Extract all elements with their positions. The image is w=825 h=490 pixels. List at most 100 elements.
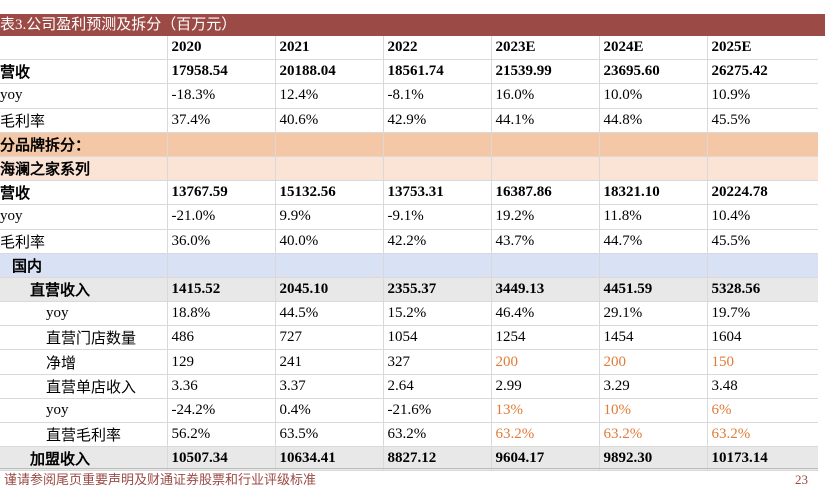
row-label: 海澜之家系列 xyxy=(0,156,167,182)
table-cell: 42.2% xyxy=(382,229,491,254)
table-cell: 63.2% xyxy=(706,422,818,448)
row-label: 营收 xyxy=(0,59,167,85)
table-cell: 10.9% xyxy=(706,83,818,109)
table-cell: 327 xyxy=(382,349,491,375)
table-row: 国内 xyxy=(0,253,818,278)
table-cell: 56.2% xyxy=(166,422,275,448)
year-header: 2023E xyxy=(490,36,599,61)
table-cell: 9604.17 xyxy=(490,446,599,472)
table-cell xyxy=(382,132,491,157)
table-cell: 9892.30 xyxy=(598,446,707,472)
table-cell xyxy=(490,132,599,157)
table-cell: 19.7% xyxy=(706,301,818,327)
table-cell: 17958.54 xyxy=(166,59,275,85)
table-cell: 44.5% xyxy=(274,301,383,327)
year-header: 2020 xyxy=(166,36,275,61)
table-cell: 1415.52 xyxy=(166,277,275,303)
table-row: 分品牌拆分： xyxy=(0,132,818,157)
forecast-table: 2020 2021 2022 2023E 2024E 2025E 营收 17958… xyxy=(0,36,818,472)
table-row: 直营毛利率 56.2% 63.5% 63.2% 63.2% 63.2% 63.2% xyxy=(0,422,818,448)
table-cell: 19.2% xyxy=(490,204,599,230)
row-label: yoy xyxy=(0,398,167,424)
table-row: 直营单店收入 3.36 3.37 2.64 2.99 3.29 3.48 xyxy=(0,374,818,399)
table-cell: 3449.13 xyxy=(490,277,599,303)
table-cell: 9.9% xyxy=(274,204,383,230)
table-cell: 10% xyxy=(598,398,707,424)
row-label: 直营单店收入 xyxy=(0,374,167,399)
row-label: yoy xyxy=(0,204,167,230)
table-cell: 20224.78 xyxy=(706,180,818,206)
footer-disclaimer: 谨请参阅尾页重要声明及财通证券股票和行业评级标准 xyxy=(4,472,317,487)
cropped-heading-fragment xyxy=(250,0,410,4)
table-cell xyxy=(274,156,383,182)
table-cell xyxy=(598,156,707,182)
table-cell: 486 xyxy=(166,325,275,351)
table-cell xyxy=(166,253,275,278)
table-cell: 44.8% xyxy=(598,108,707,133)
row-label: 营收 xyxy=(0,180,167,206)
table-row: 净增 129 241 327 200 200 150 xyxy=(0,349,818,375)
table-cell: 3.37 xyxy=(274,374,383,399)
table-row: 直营门店数量 486 727 1054 1254 1454 1604 xyxy=(0,325,818,351)
table-cell: 2045.10 xyxy=(274,277,383,303)
table-cell: 44.1% xyxy=(490,108,599,133)
table-cell: 29.1% xyxy=(598,301,707,327)
table-row: yoy -18.3% 12.4% -8.1% 16.0% 10.0% 10.9% xyxy=(0,83,818,109)
table-cell: 2.99 xyxy=(490,374,599,399)
table-cell: 13% xyxy=(490,398,599,424)
table-cell: 45.5% xyxy=(706,229,818,254)
table-cell: -24.2% xyxy=(166,398,275,424)
row-label: 毛利率 xyxy=(0,229,167,254)
table-cell: 1254 xyxy=(490,325,599,351)
table-cell: 18321.10 xyxy=(598,180,707,206)
year-header: 2022 xyxy=(382,36,491,61)
table-cell: 21539.99 xyxy=(490,59,599,85)
table-cell xyxy=(490,156,599,182)
row-label: 直营门店数量 xyxy=(0,325,167,351)
row-label: 分品牌拆分： xyxy=(0,132,167,157)
table-cell: 1454 xyxy=(598,325,707,351)
table-row: yoy -21.0% 9.9% -9.1% 19.2% 11.8% 10.4% xyxy=(0,204,818,230)
table-cell: 37.4% xyxy=(166,108,275,133)
table-cell: 63.5% xyxy=(274,422,383,448)
row-label: 直营毛利率 xyxy=(0,422,167,448)
table-row: 加盟收入 10507.34 10634.41 8827.12 9604.17 9892.3… xyxy=(0,446,818,472)
table-cell: 63.2% xyxy=(490,422,599,448)
table-cell: 26275.42 xyxy=(706,59,818,85)
table-cell: -21.6% xyxy=(382,398,491,424)
table-row: 毛利率 37.4% 40.6% 42.9% 44.1% 44.8% 45.5% xyxy=(0,108,818,133)
table-cell xyxy=(598,132,707,157)
table-cell: 8827.12 xyxy=(382,446,491,472)
table-cell: 16.0% xyxy=(490,83,599,109)
year-header: 2021 xyxy=(274,36,383,61)
table-cell xyxy=(490,253,599,278)
table-cell xyxy=(706,132,818,157)
table-cell xyxy=(706,156,818,182)
table-title: 表3.公司盈利预测及拆分（百万元） xyxy=(0,14,825,36)
table-cell: 5328.56 xyxy=(706,277,818,303)
table-cell: 23695.60 xyxy=(598,59,707,85)
table-cell: 200 xyxy=(598,349,707,375)
table-cell: 6% xyxy=(706,398,818,424)
table-cell: 16387.86 xyxy=(490,180,599,206)
table-cell xyxy=(598,253,707,278)
table-cell: -18.3% xyxy=(166,83,275,109)
table-cell: 10.0% xyxy=(598,83,707,109)
table-cell: 10507.34 xyxy=(166,446,275,472)
table-cell: 3.29 xyxy=(598,374,707,399)
row-label: 直营收入 xyxy=(0,277,167,303)
table-cell: 15.2% xyxy=(382,301,491,327)
table-cell: 18.8% xyxy=(166,301,275,327)
table-row: 营收 13767.59 15132.56 13753.31 16387.86 18321.… xyxy=(0,180,818,206)
table-cell: 727 xyxy=(274,325,383,351)
table-cell: 4451.59 xyxy=(598,277,707,303)
year-header: 2025E xyxy=(706,36,818,61)
table-cell: -21.0% xyxy=(166,204,275,230)
table-cell: 20188.04 xyxy=(274,59,383,85)
table-cell xyxy=(706,253,818,278)
year-header: 2024E xyxy=(598,36,707,61)
table-cell: 42.9% xyxy=(382,108,491,133)
table-cell xyxy=(166,132,275,157)
table-row: 毛利率 36.0% 40.0% 42.2% 43.7% 44.7% 45.5% xyxy=(0,229,818,254)
table-cell: -9.1% xyxy=(382,204,491,230)
